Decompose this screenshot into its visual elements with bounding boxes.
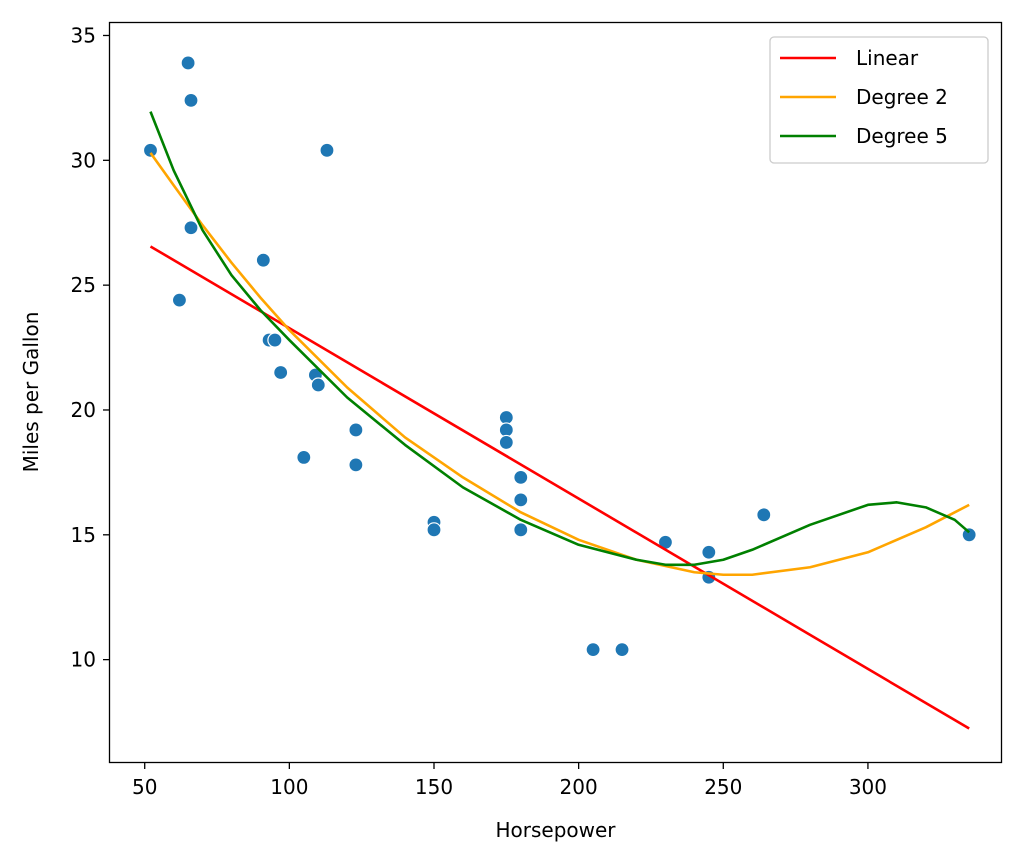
legend-label: Linear [856,46,919,70]
x-tick-label: 250 [704,775,742,799]
y-tick-label: 10 [71,648,96,672]
data-point [585,642,601,658]
data-point [426,522,442,538]
series-line-degree-5 [149,111,971,567]
data-point [310,377,326,393]
data-point [183,92,199,108]
legend: Linear Degree 2 Degree 5 [769,36,989,164]
data-point [348,457,364,473]
data-point [701,544,717,560]
data-point [498,434,514,451]
data-point [614,642,630,658]
data-point [756,507,772,523]
data-point [255,252,271,268]
x-tick-label: 300 [849,775,887,799]
data-point [273,364,289,381]
x-axis-label: Horsepower [495,818,616,842]
data-point [183,220,199,236]
x-axis: 50 100 150 200 250 300 [132,762,887,799]
data-point [513,469,529,485]
data-point [348,422,364,438]
y-tick-label: 30 [71,148,96,172]
data-point [513,492,529,508]
y-tick-label: 20 [71,398,96,422]
y-axis-label: Miles per Gallon [19,312,43,473]
data-point [296,449,312,466]
x-tick-label: 100 [270,775,308,799]
data-point [171,292,188,308]
legend-label: Degree 5 [856,124,948,148]
data-point [961,527,977,543]
plot-frame [108,21,1003,764]
data-point [142,142,159,158]
y-tick-label: 25 [71,273,96,297]
legend-frame [769,36,989,164]
legend-label: Degree 2 [856,85,948,109]
x-tick-label: 200 [560,775,598,799]
y-axis: 10 15 20 25 30 35 [71,23,110,672]
data-point [267,332,283,348]
scatter-points [142,55,977,658]
y-tick-label: 15 [71,523,96,547]
data-point [180,55,196,71]
x-tick-label: 50 [132,775,157,799]
data-point [513,522,529,538]
x-tick-label: 150 [415,775,453,799]
data-point [319,142,335,158]
series-line-degree-2 [149,152,970,577]
fit-lines [149,111,971,730]
y-tick-label: 35 [71,23,96,47]
